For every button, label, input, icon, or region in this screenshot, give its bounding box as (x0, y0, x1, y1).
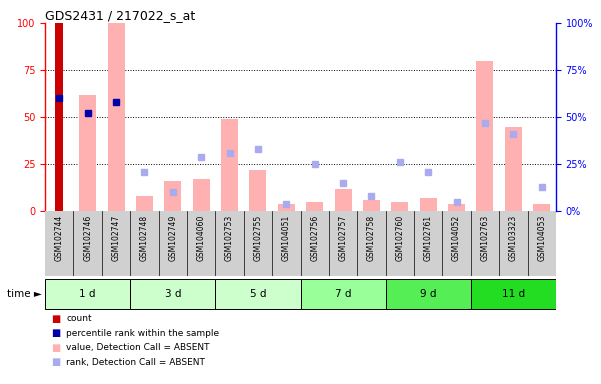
Text: ■: ■ (51, 358, 60, 367)
Bar (79, 94, 96, 211)
Bar (414, 211, 442, 276)
Bar (215, 211, 244, 276)
Bar (272, 211, 300, 276)
Text: GSM102753: GSM102753 (225, 214, 234, 261)
Bar (335, 189, 352, 211)
Text: GSM104060: GSM104060 (197, 214, 206, 261)
Text: rank, Detection Call = ABSENT: rank, Detection Call = ABSENT (66, 358, 205, 367)
Bar (73, 211, 102, 276)
Text: GSM104053: GSM104053 (537, 214, 546, 261)
Bar (136, 196, 153, 211)
Bar (249, 170, 266, 211)
Text: GSM102744: GSM102744 (55, 214, 64, 261)
Text: percentile rank within the sample: percentile rank within the sample (66, 329, 219, 338)
Bar (448, 204, 465, 211)
Bar (164, 181, 182, 211)
Text: GSM104052: GSM104052 (452, 214, 461, 261)
Text: ■: ■ (51, 343, 60, 353)
Text: GSM102749: GSM102749 (168, 214, 177, 261)
Bar (193, 179, 210, 211)
Bar (300, 279, 386, 310)
Bar (471, 279, 556, 310)
Text: 9 d: 9 d (420, 289, 436, 299)
Bar (221, 119, 238, 211)
Text: GSM102748: GSM102748 (140, 214, 149, 261)
Bar (528, 211, 556, 276)
Text: GSM104051: GSM104051 (282, 214, 291, 261)
Text: GSM102747: GSM102747 (112, 214, 121, 261)
Bar (306, 202, 323, 211)
Bar (45, 211, 73, 276)
Bar (300, 211, 329, 276)
Text: GSM102761: GSM102761 (424, 214, 433, 261)
Text: value, Detection Call = ABSENT: value, Detection Call = ABSENT (66, 343, 210, 353)
Bar (386, 211, 414, 276)
Text: 7 d: 7 d (335, 289, 352, 299)
Bar (357, 211, 386, 276)
Text: GSM102755: GSM102755 (254, 214, 263, 261)
Text: GSM102746: GSM102746 (83, 214, 92, 261)
Bar (108, 23, 124, 211)
Text: GSM102757: GSM102757 (338, 214, 347, 261)
Bar (278, 204, 295, 211)
Bar (55, 23, 63, 211)
Bar (45, 279, 130, 310)
Text: GSM102758: GSM102758 (367, 214, 376, 261)
Bar (442, 211, 471, 276)
Text: GSM102760: GSM102760 (395, 214, 404, 261)
Bar (329, 211, 357, 276)
Bar (102, 211, 130, 276)
Bar (477, 61, 493, 211)
Text: time ►: time ► (7, 290, 42, 300)
Bar (187, 211, 215, 276)
Bar (391, 202, 408, 211)
Bar (499, 211, 528, 276)
Bar (386, 279, 471, 310)
Text: GDS2431 / 217022_s_at: GDS2431 / 217022_s_at (45, 9, 195, 22)
Bar (244, 211, 272, 276)
Text: ■: ■ (51, 328, 60, 338)
Bar (130, 211, 159, 276)
Text: ■: ■ (51, 314, 60, 324)
Bar (159, 211, 187, 276)
Text: 11 d: 11 d (502, 289, 525, 299)
Text: GSM103323: GSM103323 (509, 214, 518, 261)
Bar (419, 198, 437, 211)
Text: GSM102756: GSM102756 (310, 214, 319, 261)
Bar (215, 279, 300, 310)
Bar (363, 200, 380, 211)
Text: 3 d: 3 d (165, 289, 181, 299)
Bar (130, 279, 215, 310)
Text: 5 d: 5 d (249, 289, 266, 299)
Text: 1 d: 1 d (79, 289, 96, 299)
Text: count: count (66, 314, 92, 323)
Bar (471, 211, 499, 276)
Text: GSM102763: GSM102763 (480, 214, 489, 261)
Bar (505, 127, 522, 211)
Bar (533, 204, 551, 211)
